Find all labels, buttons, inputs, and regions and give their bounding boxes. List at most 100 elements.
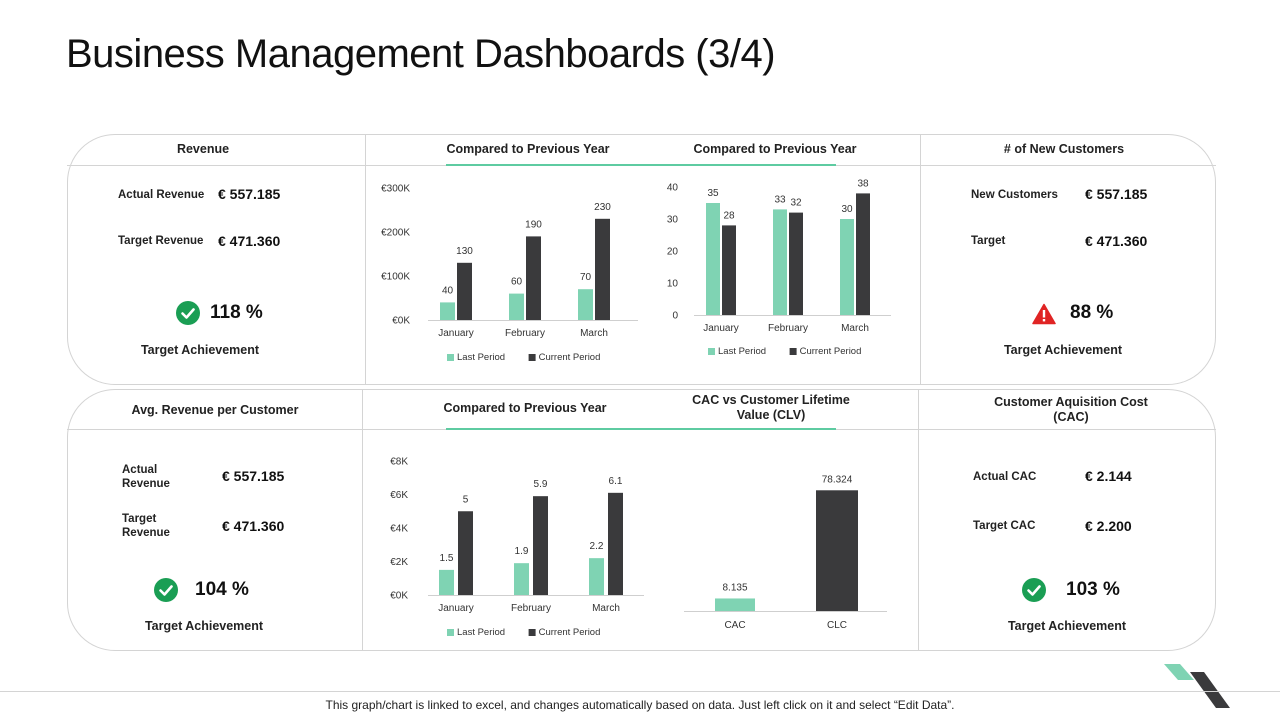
x-tick-label: March: [841, 323, 869, 334]
revenue-header: Revenue: [176, 142, 230, 156]
count-chart-header: Compared to Previous Year: [693, 142, 857, 156]
bottom-accent-line: [446, 428, 836, 430]
legend-swatch: [789, 348, 797, 355]
avg-actual-revenue-value: € 557.185: [222, 468, 285, 484]
new-customers-label: New Customers: [971, 189, 1058, 201]
legend-swatch: [708, 348, 715, 355]
bar-current-period: [458, 511, 473, 595]
data-label: 33: [774, 194, 786, 205]
data-label: 32: [790, 198, 802, 209]
avg-chart-header: Compared to Previous Year: [443, 401, 607, 415]
data-label: 28: [723, 210, 735, 221]
cac-achievement-label: Target Achievement: [1007, 619, 1127, 633]
data-label: 5.9: [534, 479, 548, 490]
data-label: 130: [456, 246, 473, 257]
legend-swatch: [447, 354, 454, 361]
avg-revenue-header: Avg. Revenue per Customer: [131, 403, 299, 417]
bar-current-period: [608, 492, 623, 595]
x-tick-label: January: [703, 323, 739, 334]
data-label: 70: [580, 272, 592, 283]
new-customers-header: # of New Customers: [1003, 142, 1125, 156]
y-tick-label: 40: [667, 183, 679, 194]
bar-last-period: [440, 302, 455, 320]
bar-clc: [816, 490, 858, 611]
data-label: 230: [594, 202, 611, 213]
bar-current-period: [595, 218, 610, 320]
legend-entry: Last Period: [457, 352, 505, 363]
data-label: 30: [841, 204, 853, 215]
actual-revenue-value: € 557.185: [218, 186, 281, 202]
bar-current-period: [722, 225, 736, 315]
legend-entry: Current Period: [800, 346, 862, 357]
warning-triangle-icon: [1032, 303, 1056, 325]
data-label: 35: [707, 188, 719, 199]
legend-entry: Current Period: [539, 352, 601, 363]
avg-revenue-comparison-chart: €0K €2K €4K €6K €8K 1.5 5 January 1.9 5.9 February…: [390, 457, 644, 638]
y-tick-label: €8K: [390, 457, 408, 468]
revenue-achievement-percent: 118 %: [210, 302, 263, 323]
page-title: Business Management Dashboards (3/4): [66, 32, 776, 76]
y-tick-label: €6K: [390, 490, 408, 501]
data-label: 5: [463, 494, 469, 505]
cac-header: Customer Aquisition Cost (CAC): [994, 395, 1148, 424]
revenue-achievement-label: Target Achievement: [140, 343, 260, 357]
legend-entry: Current Period: [539, 627, 601, 638]
x-tick-label: March: [580, 328, 608, 339]
x-tick-label: February: [768, 323, 808, 334]
avg-target-revenue-label: Target Revenue: [122, 513, 170, 539]
y-tick-label: €0K: [390, 591, 408, 602]
top-divider-left: [365, 134, 366, 385]
bar-last-period: [840, 219, 854, 315]
actual-revenue-label: Actual Revenue: [118, 189, 205, 201]
bar-last-period: [578, 289, 593, 320]
new-customers-achievement-label: Target Achievement: [1003, 343, 1123, 357]
brand-stripes-logo: [1164, 664, 1230, 708]
checkmark-circle-icon: [1022, 578, 1046, 602]
legend-swatch: [528, 354, 536, 361]
avg-achievement-label: Target Achievement: [144, 619, 264, 633]
y-tick-label: 0: [672, 311, 678, 322]
bar-current-period: [856, 193, 870, 315]
footer-note: This graph/chart is linked to excel, and…: [325, 698, 955, 712]
data-label: 38: [857, 178, 869, 189]
data-label: 1.9: [515, 546, 529, 557]
y-tick-label: €2K: [390, 557, 408, 568]
bar-last-period: [773, 209, 787, 315]
data-label: 1.5: [440, 553, 454, 564]
data-label: 8.135: [722, 582, 747, 593]
x-tick-label: February: [511, 603, 551, 614]
bar-last-period: [589, 558, 604, 595]
avg-actual-revenue-label: Actual Revenue: [122, 464, 170, 490]
bottom-divider-right: [918, 389, 919, 651]
legend-swatch: [447, 629, 454, 636]
y-tick-label: €4K: [390, 524, 408, 535]
y-tick-label: 10: [667, 279, 679, 290]
cac-vs-clv-chart: 8.135 CAC 78.324 CLC: [684, 474, 887, 631]
new-customers-value: € 557.185: [1085, 186, 1148, 202]
revenue-chart-header: Compared to Previous Year: [446, 142, 610, 156]
checkmark-circle-icon: [154, 578, 178, 602]
bar-last-period: [439, 569, 454, 595]
checkmark-circle-icon: [176, 301, 200, 325]
bar-last-period: [514, 563, 529, 595]
legend-entry: Last Period: [457, 627, 505, 638]
data-label: 2.2: [590, 541, 604, 552]
bottom-divider-left: [362, 389, 363, 651]
x-tick-label: CLC: [827, 620, 847, 631]
legend-entry: Last Period: [718, 346, 766, 357]
target-revenue-value: € 471.360: [218, 233, 281, 249]
bar-last-period: [509, 293, 524, 320]
bar-current-period: [789, 212, 803, 315]
revenue-comparison-chart: €0K €100K €200K €300K 40 130 January 60 190 Febru…: [381, 184, 638, 363]
bar-last-period: [706, 203, 720, 315]
footer-divider: [0, 691, 1280, 692]
data-label: 6.1: [609, 476, 623, 487]
y-tick-label: 30: [667, 215, 679, 226]
y-tick-label: €0K: [392, 316, 410, 327]
data-label: 60: [511, 277, 523, 288]
clv-chart-header: CAC vs Customer Lifetime Value (CLV): [692, 393, 850, 422]
top-dashboard-card: [67, 134, 1216, 385]
y-tick-label: 20: [667, 247, 679, 258]
x-tick-label: January: [438, 328, 474, 339]
data-label: 40: [442, 285, 454, 296]
